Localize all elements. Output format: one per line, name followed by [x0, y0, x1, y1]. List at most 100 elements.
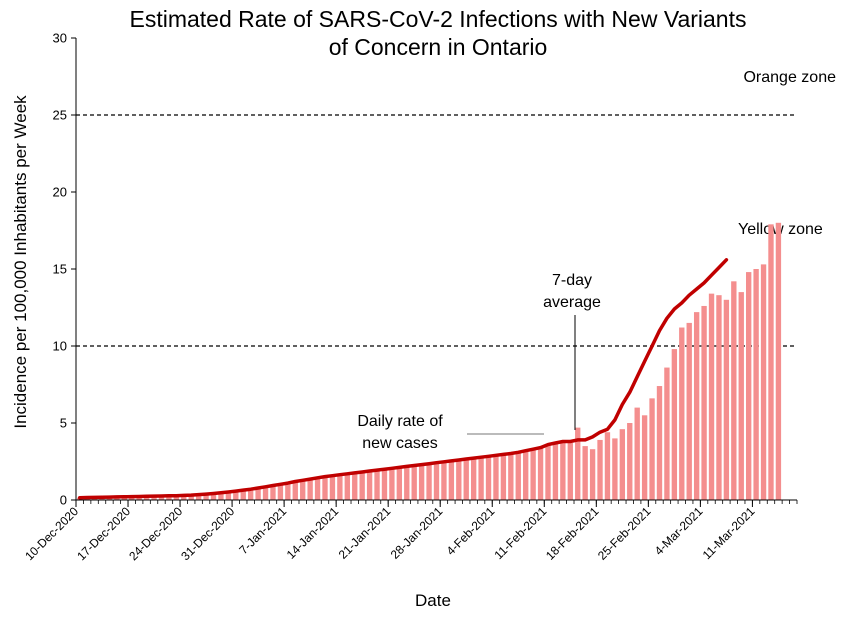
line-series — [77, 258, 729, 500]
x-tick-label: 17-Dec-2020 — [74, 504, 133, 563]
reference-label: Orange zone — [743, 69, 836, 86]
bar — [270, 485, 276, 500]
bar — [203, 494, 209, 500]
bar — [627, 423, 633, 500]
bar — [210, 493, 217, 500]
bar — [389, 468, 395, 500]
daily-rate-annotation: Daily rate of new cases — [357, 413, 443, 452]
bar — [523, 450, 529, 500]
bar — [143, 496, 150, 500]
y-tick-label: 10 — [53, 339, 67, 354]
bar — [240, 490, 246, 500]
bar — [151, 496, 157, 500]
bar — [233, 491, 239, 500]
bar — [485, 456, 492, 500]
x-tick-label: 21-Jan-2021 — [336, 504, 394, 562]
bar — [418, 464, 425, 500]
bar — [262, 486, 269, 500]
bar — [366, 471, 373, 500]
bar — [708, 293, 715, 500]
bar — [537, 447, 544, 500]
bar — [381, 469, 388, 500]
bar — [746, 272, 752, 500]
bar — [560, 443, 566, 500]
bar — [760, 264, 767, 500]
bar — [493, 455, 499, 500]
bar — [597, 439, 603, 500]
bar — [604, 432, 611, 500]
bar — [567, 443, 573, 500]
bar — [649, 398, 655, 500]
x-tick-label: 24-Dec-2020 — [126, 504, 185, 563]
bar — [255, 487, 261, 500]
bar — [664, 367, 670, 500]
bar — [716, 295, 722, 500]
bar — [300, 480, 306, 500]
bar — [374, 470, 380, 500]
bar — [426, 463, 432, 500]
x-tick-label: 28-Jan-2021 — [388, 504, 446, 562]
bar — [181, 495, 187, 500]
y-tick-label: 0 — [60, 493, 67, 508]
bar — [411, 465, 417, 500]
bar — [693, 312, 700, 500]
bar — [470, 458, 477, 500]
bar — [589, 449, 596, 500]
bar — [478, 457, 484, 500]
bar — [456, 459, 462, 500]
annotation-line: 7-day — [552, 272, 592, 289]
bar — [753, 269, 759, 500]
x-tick-label: 31-Dec-2020 — [178, 504, 237, 563]
x-tick-label: 7-Jan-2021 — [236, 504, 289, 557]
y-tick-label: 5 — [60, 416, 67, 431]
bar — [686, 322, 692, 500]
y-tick-label: 15 — [53, 262, 67, 277]
bar — [575, 427, 581, 500]
bar — [352, 472, 358, 500]
bar — [612, 438, 618, 500]
bar — [292, 481, 298, 500]
bar — [530, 449, 536, 500]
bar — [701, 305, 707, 500]
title-line: Estimated Rate of SARS-CoV-2 Infections … — [129, 6, 746, 32]
annotation-line: Daily rate of — [357, 413, 443, 430]
bar — [314, 477, 321, 500]
bar — [545, 444, 551, 500]
bar — [337, 474, 343, 500]
bar — [359, 471, 365, 500]
x-tick-label: 4-Mar-2021 — [652, 504, 706, 558]
bar — [188, 495, 194, 500]
bar — [404, 466, 410, 500]
bar — [322, 476, 328, 500]
bar — [775, 222, 782, 501]
average-annotation: 7-day average — [543, 272, 601, 311]
bar — [619, 429, 626, 500]
bar — [344, 473, 350, 500]
bar — [508, 453, 514, 500]
x-tick-label: 25-Feb-2021 — [595, 504, 654, 563]
bar — [641, 415, 648, 500]
y-tick-label: 30 — [53, 31, 67, 46]
bar — [247, 489, 254, 500]
x-tick-label: 11-Mar-2021 — [700, 504, 758, 562]
x-tick-label: 11-Feb-2021 — [492, 504, 550, 562]
bar — [656, 386, 663, 500]
bar — [463, 459, 469, 500]
x-axis-label: Date — [415, 591, 451, 610]
bar — [500, 454, 507, 500]
bar — [671, 349, 678, 500]
bar — [158, 495, 165, 500]
y-tick-label: 20 — [53, 185, 67, 200]
bar — [723, 299, 730, 500]
bar — [768, 224, 774, 500]
bar — [441, 461, 447, 500]
bar — [738, 292, 744, 500]
x-tick-label: 10-Dec-2020 — [22, 504, 81, 563]
bar — [679, 327, 685, 500]
bar — [396, 467, 403, 500]
bar — [329, 475, 336, 500]
bar — [218, 492, 224, 500]
bar — [277, 484, 284, 500]
